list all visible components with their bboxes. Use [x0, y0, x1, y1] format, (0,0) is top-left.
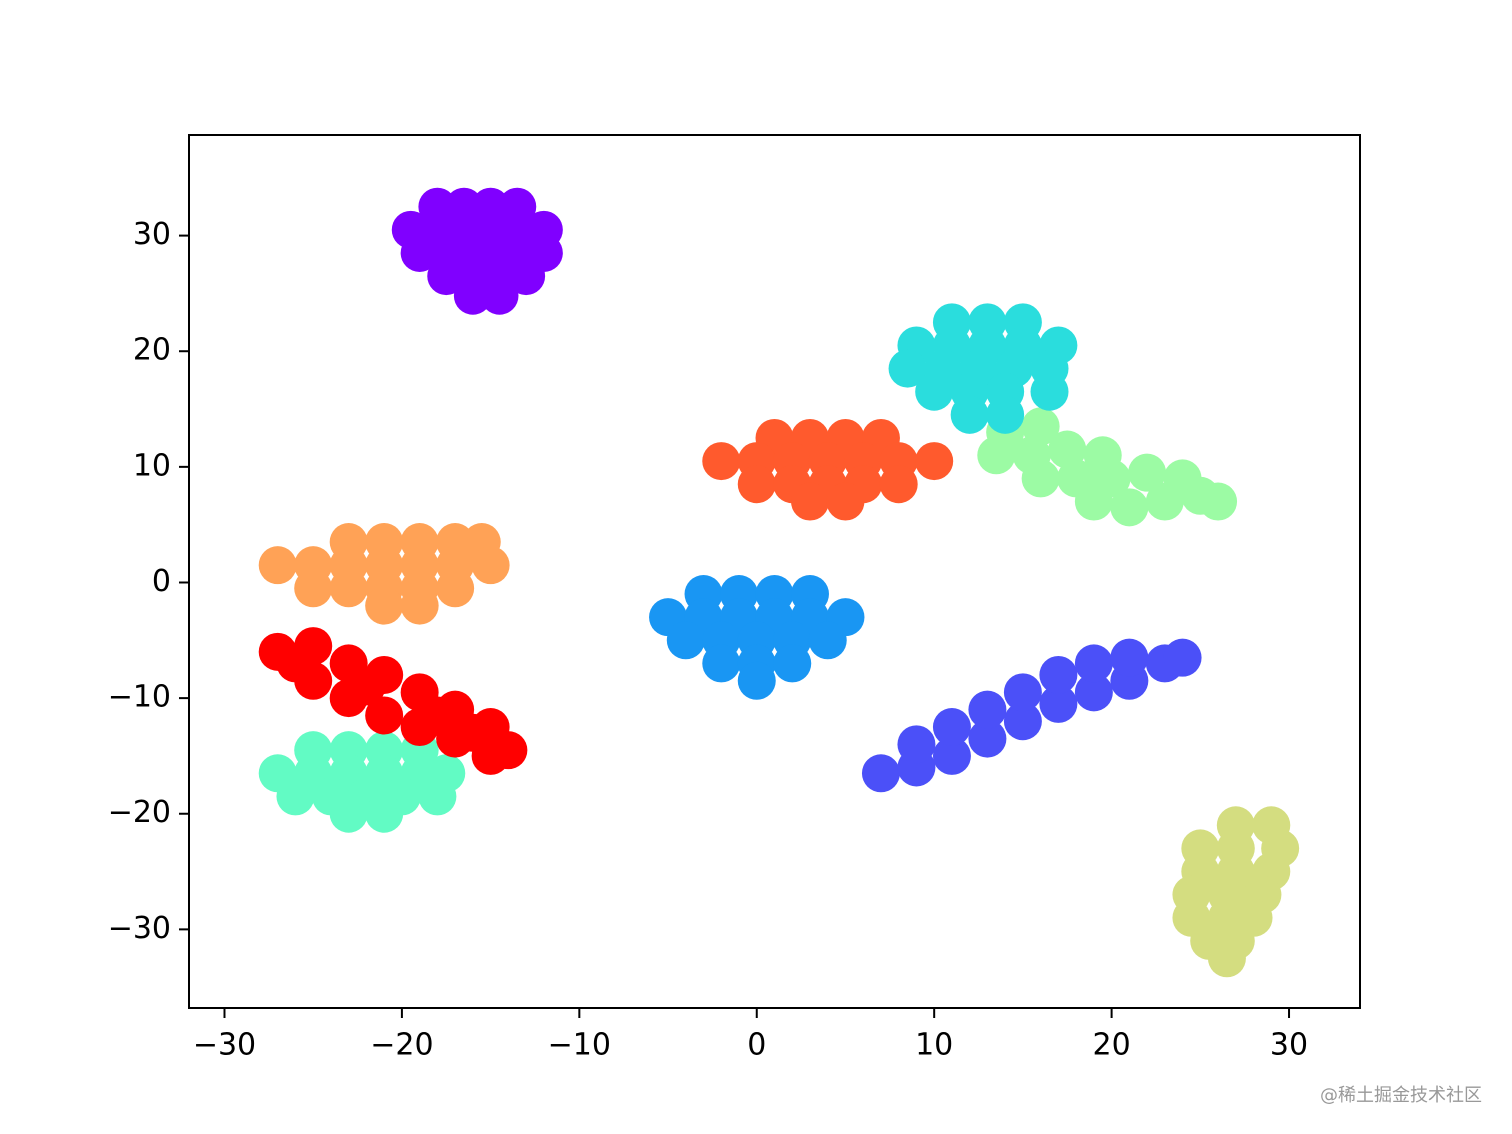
plot-frame: [188, 134, 1361, 1009]
x-tick-label: −30: [193, 1028, 256, 1063]
x-tick-label: −10: [548, 1028, 611, 1063]
point: [1110, 488, 1149, 527]
point: [471, 546, 510, 585]
point: [737, 465, 776, 504]
point: [1145, 482, 1184, 521]
point: [826, 482, 865, 521]
x-tick-label: 30: [1270, 1028, 1308, 1063]
point: [1074, 482, 1113, 521]
point: [1074, 673, 1113, 712]
point: [489, 731, 528, 770]
point: [888, 349, 927, 388]
point: [400, 586, 439, 625]
point: [1199, 482, 1238, 521]
y-tick-label: 20: [133, 333, 171, 368]
point: [453, 276, 492, 315]
x-tick-label: 20: [1093, 1028, 1131, 1063]
point: [400, 233, 439, 272]
y-tick-label: 30: [133, 217, 171, 252]
point: [879, 465, 918, 504]
point: [1207, 939, 1246, 978]
point: [1039, 684, 1078, 723]
x-tick-label: 10: [915, 1028, 953, 1063]
point: [986, 395, 1025, 434]
point: [418, 777, 457, 816]
point: [968, 690, 1007, 729]
x-tick-label: −20: [370, 1028, 433, 1063]
watermark: @稀土掘金技术社区: [1320, 1085, 1482, 1106]
point: [276, 777, 315, 816]
point: [427, 257, 466, 296]
point: [932, 736, 971, 775]
point: [897, 725, 936, 764]
point: [436, 569, 475, 608]
point: [1030, 372, 1069, 411]
point: [365, 794, 404, 833]
point: [1039, 655, 1078, 694]
point: [329, 794, 368, 833]
point: [1021, 459, 1060, 498]
point: [915, 442, 954, 481]
point: [347, 667, 386, 706]
point: [365, 586, 404, 625]
point: [507, 257, 546, 296]
point: [968, 719, 1007, 758]
point: [932, 708, 971, 747]
point: [294, 569, 333, 608]
point: [1048, 430, 1087, 469]
point: [702, 644, 741, 683]
point: [737, 661, 776, 700]
point: [1003, 702, 1042, 741]
point: [861, 754, 900, 793]
point: [808, 621, 847, 660]
point: [702, 442, 741, 481]
point: [480, 276, 519, 315]
point: [276, 644, 315, 683]
point: [773, 644, 812, 683]
point: [915, 372, 954, 411]
point: [1003, 673, 1042, 712]
point: [1021, 407, 1060, 446]
point: [790, 482, 829, 521]
point: [1110, 638, 1149, 677]
point: [950, 395, 989, 434]
y-tick-label: −30: [108, 911, 171, 946]
point: [1074, 644, 1113, 683]
point: [1128, 453, 1167, 492]
y-tick-label: −10: [108, 680, 171, 715]
y-tick-label: 10: [133, 448, 171, 483]
point: [666, 621, 705, 660]
y-tick-label: −20: [108, 795, 171, 830]
point: [977, 436, 1016, 475]
point: [453, 713, 492, 752]
point: [365, 696, 404, 735]
y-tick-label: 0: [152, 564, 171, 599]
x-tick-label: 0: [747, 1028, 766, 1063]
point: [418, 696, 457, 735]
point: [258, 546, 297, 585]
point: [1163, 638, 1202, 677]
point: [329, 569, 368, 608]
